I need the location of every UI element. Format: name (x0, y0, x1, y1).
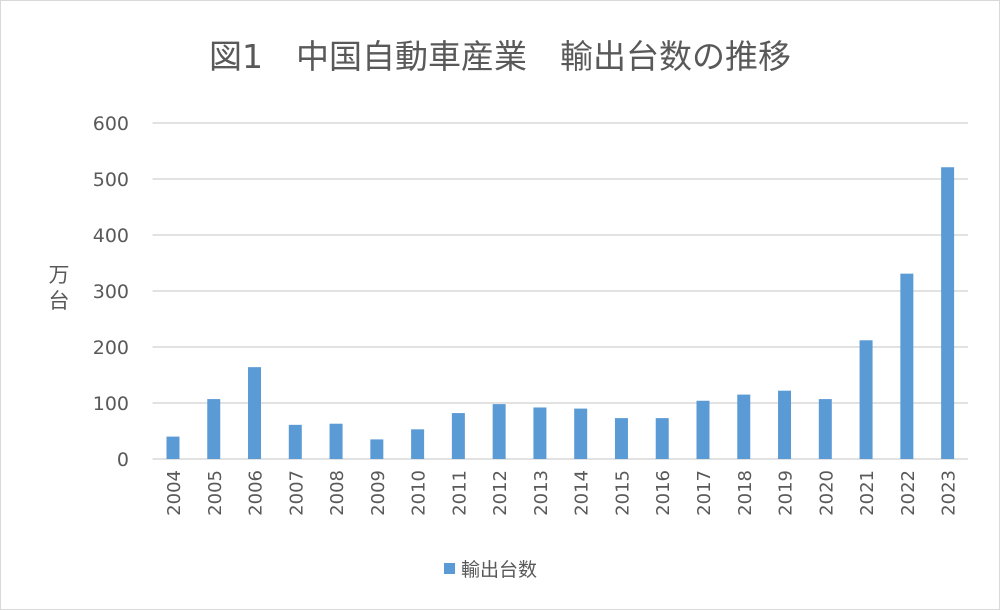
x-tick-label: 2012 (490, 470, 511, 516)
bar (207, 399, 221, 459)
x-tick-label: 2018 (735, 470, 756, 516)
x-tick-label: 2021 (857, 470, 878, 516)
bar (451, 413, 465, 459)
bar (574, 408, 588, 459)
bar (411, 429, 425, 459)
y-tick-label: 100 (93, 393, 129, 415)
bar (696, 400, 710, 459)
bar (655, 418, 669, 459)
y-axis-label: 万台 (48, 263, 70, 313)
x-tick-label: 2010 (409, 470, 430, 516)
x-tick-label: 2020 (816, 470, 837, 516)
x-tick-label: 2008 (327, 470, 348, 516)
bar (737, 394, 751, 459)
bar (166, 436, 180, 459)
x-tick-label: 2022 (898, 470, 919, 516)
x-tick-label: 2015 (612, 470, 633, 516)
bar (859, 340, 873, 459)
bar (492, 404, 506, 459)
x-tick-label: 2014 (572, 470, 593, 516)
y-tick-label: 300 (93, 281, 129, 303)
chart-title: 図1 中国自動車産業 輸出台数の推移 (209, 37, 791, 76)
bar (533, 407, 547, 459)
x-tick-label: 2004 (164, 470, 185, 516)
legend: 輸出台数 (444, 555, 537, 582)
x-tick-label: 2023 (939, 470, 960, 516)
x-tick-label: 2006 (246, 470, 267, 516)
x-tick-label: 2017 (694, 470, 715, 516)
x-tick-label: 2011 (449, 470, 470, 516)
bar (900, 273, 914, 459)
x-tick-label: 2007 (286, 470, 307, 516)
bar (818, 399, 832, 459)
y-tick-label: 0 (117, 449, 129, 471)
bar (248, 367, 262, 459)
bar (329, 423, 343, 459)
bar (370, 439, 384, 459)
x-tick-label: 2009 (368, 470, 389, 516)
legend-label: 輸出台数 (461, 559, 538, 581)
legend-swatch (444, 563, 455, 574)
y-tick-label: 500 (93, 169, 129, 191)
bar (778, 390, 792, 459)
x-tick-label: 2005 (205, 470, 226, 516)
y-tick-label: 200 (93, 337, 129, 359)
x-tick-label: 2019 (776, 470, 797, 516)
x-tick-label: 2013 (531, 470, 552, 516)
x-tick-label: 2016 (653, 470, 674, 516)
y-tick-label: 600 (93, 113, 129, 135)
bar (941, 167, 955, 460)
bar (614, 418, 628, 459)
y-tick-label: 400 (93, 225, 129, 247)
bar (288, 424, 302, 459)
